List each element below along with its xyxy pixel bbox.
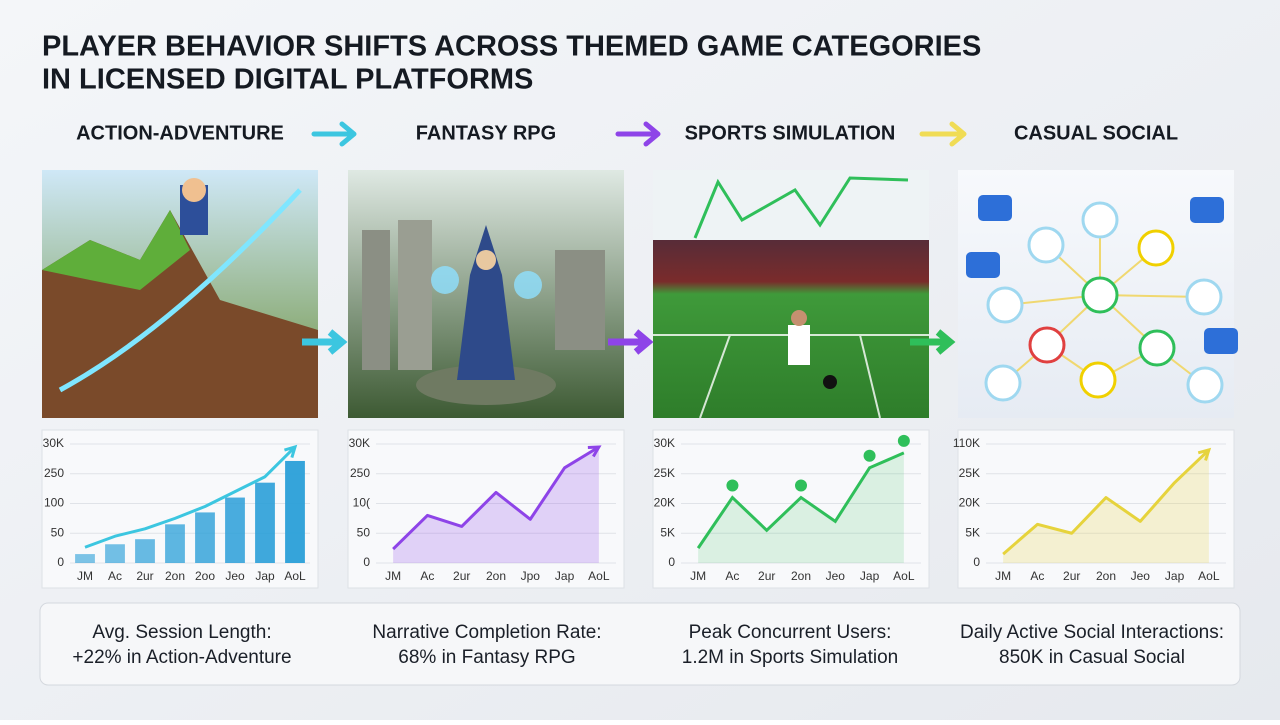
y-tick-label: 5K (660, 525, 675, 539)
y-tick-label: 30K (349, 436, 370, 450)
line (392, 445, 600, 551)
point (897, 434, 910, 447)
bar (255, 482, 275, 563)
x-tick-label: JM (995, 569, 1011, 583)
stat-detail: +22% in Action-Adventure (72, 647, 291, 668)
y-tick-label: 0 (973, 555, 980, 569)
x-tick-label: AoL (284, 569, 306, 583)
y-tick-label: 0 (363, 555, 370, 569)
x-tick-label: Ac (725, 569, 739, 583)
y-tick-label: 0 (57, 555, 64, 569)
stats-box (39, 602, 1241, 686)
x-tick-label: Jap (860, 569, 880, 583)
bar (195, 512, 215, 563)
bar (285, 460, 305, 563)
y-tick-label: 250 (350, 466, 370, 480)
y-tick-label: 30K (43, 436, 64, 450)
x-tick-label: Ac (1030, 569, 1044, 583)
title: IN LICENSED DIGITAL PLATFORMS (42, 64, 533, 96)
bar (165, 524, 185, 563)
area (393, 446, 599, 563)
y-tick-label: 25K (654, 466, 675, 480)
bar (135, 539, 155, 563)
point (795, 479, 807, 492)
line (84, 445, 297, 549)
y-tick-label: 20K (654, 496, 675, 510)
y-tick-label: 10( (353, 496, 370, 510)
panel-title: CASUAL SOCIAL (1014, 122, 1178, 144)
x-tick-label: 2ur (1063, 569, 1080, 583)
x-tick-label: 2ur (758, 569, 775, 583)
x-tick-label: 2on (1096, 569, 1116, 583)
x-tick-label: 2oo (195, 569, 215, 583)
stat-detail: 68% in Fantasy RPG (398, 647, 575, 668)
y-tick-label: 30K (654, 436, 675, 450)
y-tick-label: 25K (959, 466, 980, 480)
y-tick-label: 110K (953, 436, 980, 450)
stat-label: Narrative Completion Rate: (372, 622, 601, 643)
area (1003, 449, 1209, 563)
arrow-head (1197, 447, 1212, 461)
y-tick-label: 50 (51, 525, 65, 539)
point (726, 479, 739, 492)
x-tick-label: Ac (420, 569, 434, 583)
flow-arrows (311, 121, 967, 147)
x-tick-label: JM (77, 569, 93, 583)
stat-label: Avg. Session Length: (92, 622, 271, 643)
arrow-head (284, 444, 298, 458)
x-tick-label: JM (385, 569, 401, 583)
x-tick-label: Jeo (1131, 569, 1151, 583)
bar (75, 554, 95, 563)
stat-detail: 1.2M in Sports Simulation (682, 647, 899, 668)
stat-label: Peak Concurrent Users: (689, 622, 892, 643)
bar (105, 544, 125, 563)
point (863, 449, 876, 462)
arrow-head (587, 445, 602, 458)
x-tick-label: 2on (486, 569, 506, 583)
y-tick-label: 250 (44, 466, 64, 480)
x-tick-label: Jap (555, 569, 575, 583)
x-tick-label: AoL (1198, 569, 1220, 583)
bar (225, 497, 245, 563)
x-tick-label: JM (690, 569, 706, 583)
area (698, 452, 904, 563)
line (696, 451, 905, 549)
chart-panel (41, 429, 319, 589)
x-tick-label: AoL (893, 569, 915, 583)
x-tick-label: AoL (588, 569, 610, 583)
x-tick-label: Jap (255, 569, 275, 583)
x-tick-label: Jeo (225, 569, 245, 583)
line (1002, 448, 1210, 556)
y-tick-label: 50 (357, 525, 371, 539)
stat-detail: 850K in Casual Social (999, 647, 1185, 668)
stat-label: Daily Active Social Interactions: (960, 622, 1224, 643)
x-tick-label: 2on (165, 569, 185, 583)
x-tick-label: Ac (108, 569, 122, 583)
panel-title: SPORTS SIMULATION (685, 122, 896, 144)
title: PLAYER BEHAVIOR SHIFTS ACROSS THEMED GAM… (42, 31, 981, 63)
x-tick-label: Jeo (826, 569, 846, 583)
panel-title: ACTION-ADVENTURE (76, 122, 284, 144)
x-tick-label: 2ur (453, 569, 470, 583)
y-tick-label: 5K (965, 525, 980, 539)
x-tick-label: 2ur (136, 569, 153, 583)
x-tick-label: 2on (791, 569, 811, 583)
illustrations (42, 170, 1238, 419)
x-tick-label: Jap (1165, 569, 1185, 583)
y-tick-label: 0 (668, 555, 675, 569)
y-tick-label: 20K (959, 496, 980, 510)
x-tick-label: Jpo (521, 569, 541, 583)
y-tick-label: 100 (44, 496, 64, 510)
chart-panel (347, 429, 625, 589)
panel-title: FANTASY RPG (416, 122, 556, 144)
